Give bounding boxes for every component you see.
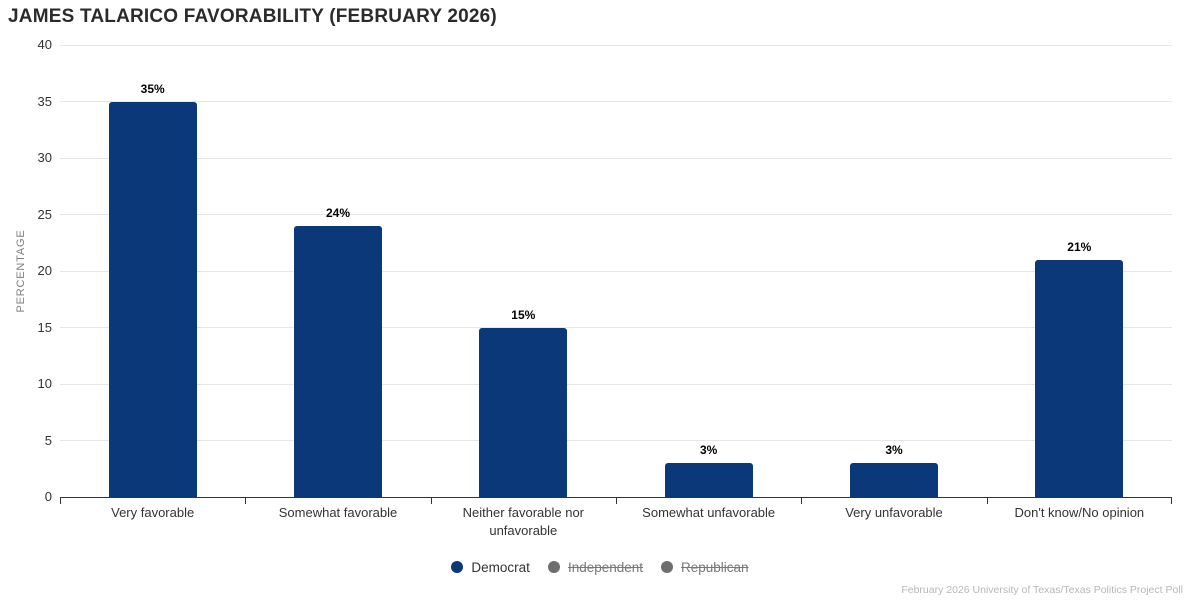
legend-item-independent[interactable]: Independent — [547, 559, 644, 575]
y-tick-label: 40 — [37, 37, 52, 52]
grid-line — [60, 440, 1172, 441]
y-tick-label: 10 — [37, 376, 52, 391]
y-tick-label: 25 — [37, 206, 52, 222]
bar-democrat[interactable] — [108, 101, 197, 497]
grid-line — [60, 383, 1172, 385]
bar-value-label: 3% — [885, 443, 903, 458]
x-axis-tick — [1171, 498, 1172, 504]
bar-value-label: 15% — [511, 307, 536, 322]
legend-marker-icon — [451, 561, 464, 573]
x-axis-tick — [987, 498, 988, 504]
y-tick-label: 20 — [37, 263, 52, 278]
x-axis-tick — [60, 498, 61, 504]
category-label: Somewhat unfavorable — [642, 505, 776, 520]
bar-democrat[interactable] — [294, 225, 382, 497]
y-axis-tick-labels: 0 5 10 15 20 25 30 35 40 — [0, 0, 52, 600]
plot-area: 35% 24% 15% 3% 3% 21% — [60, 44, 1172, 504]
x-axis-tick — [801, 498, 802, 504]
legend-label: Republican — [681, 559, 749, 575]
grid-line — [60, 214, 1172, 215]
category-label: Neither favorable nor unfavorable — [462, 505, 585, 538]
legend-label: Democrat — [471, 559, 530, 575]
bar-value-label: 3% — [699, 443, 718, 458]
category-label: Somewhat favorable — [278, 505, 398, 520]
grid-line — [60, 327, 1172, 328]
y-tick-label: 0 — [44, 489, 52, 504]
bar-democrat[interactable] — [664, 463, 753, 497]
bar-democrat[interactable] — [479, 327, 568, 497]
category-label: Very favorable — [111, 505, 195, 520]
y-tick-label: 15 — [37, 319, 52, 335]
x-axis-category-labels: Very favorable Somewhat favorable Neither … — [60, 504, 1172, 548]
y-tick-label: 5 — [44, 432, 52, 448]
legend-item-republican[interactable]: Republican — [661, 560, 749, 575]
category-label: Don't know/No opinion — [1014, 505, 1145, 520]
x-axis-tick — [616, 498, 617, 504]
y-tick-label: 30 — [37, 150, 52, 165]
grid-line — [60, 270, 1172, 272]
bar-value-label: 35% — [140, 81, 165, 96]
legend-label: Independent — [567, 559, 644, 575]
grid-line — [60, 101, 1172, 102]
bar-value-label: 24% — [325, 205, 350, 220]
category-label: Very unfavorable — [845, 505, 943, 520]
y-tick-label: 35 — [37, 93, 52, 109]
grid-line — [60, 44, 1172, 46]
bar-democrat[interactable] — [850, 463, 938, 497]
x-axis-tick — [245, 498, 246, 504]
bar-value-label: 21% — [1067, 239, 1092, 254]
x-axis-tick — [431, 498, 432, 504]
bar-democrat[interactable] — [1035, 259, 1124, 497]
chart-title: JAMES TALARICO FAVORABILITY (FEBRUARY 20… — [8, 6, 497, 27]
grid-line — [60, 157, 1172, 159]
legend-item-democrat[interactable]: Democrat — [451, 560, 530, 575]
legend-marker-icon — [547, 561, 560, 573]
legend-marker-icon — [661, 561, 674, 573]
credit-text: February 2026 University of Texas/Texas … — [901, 584, 1183, 596]
legend: Democrat Independent Republican — [0, 556, 1200, 578]
